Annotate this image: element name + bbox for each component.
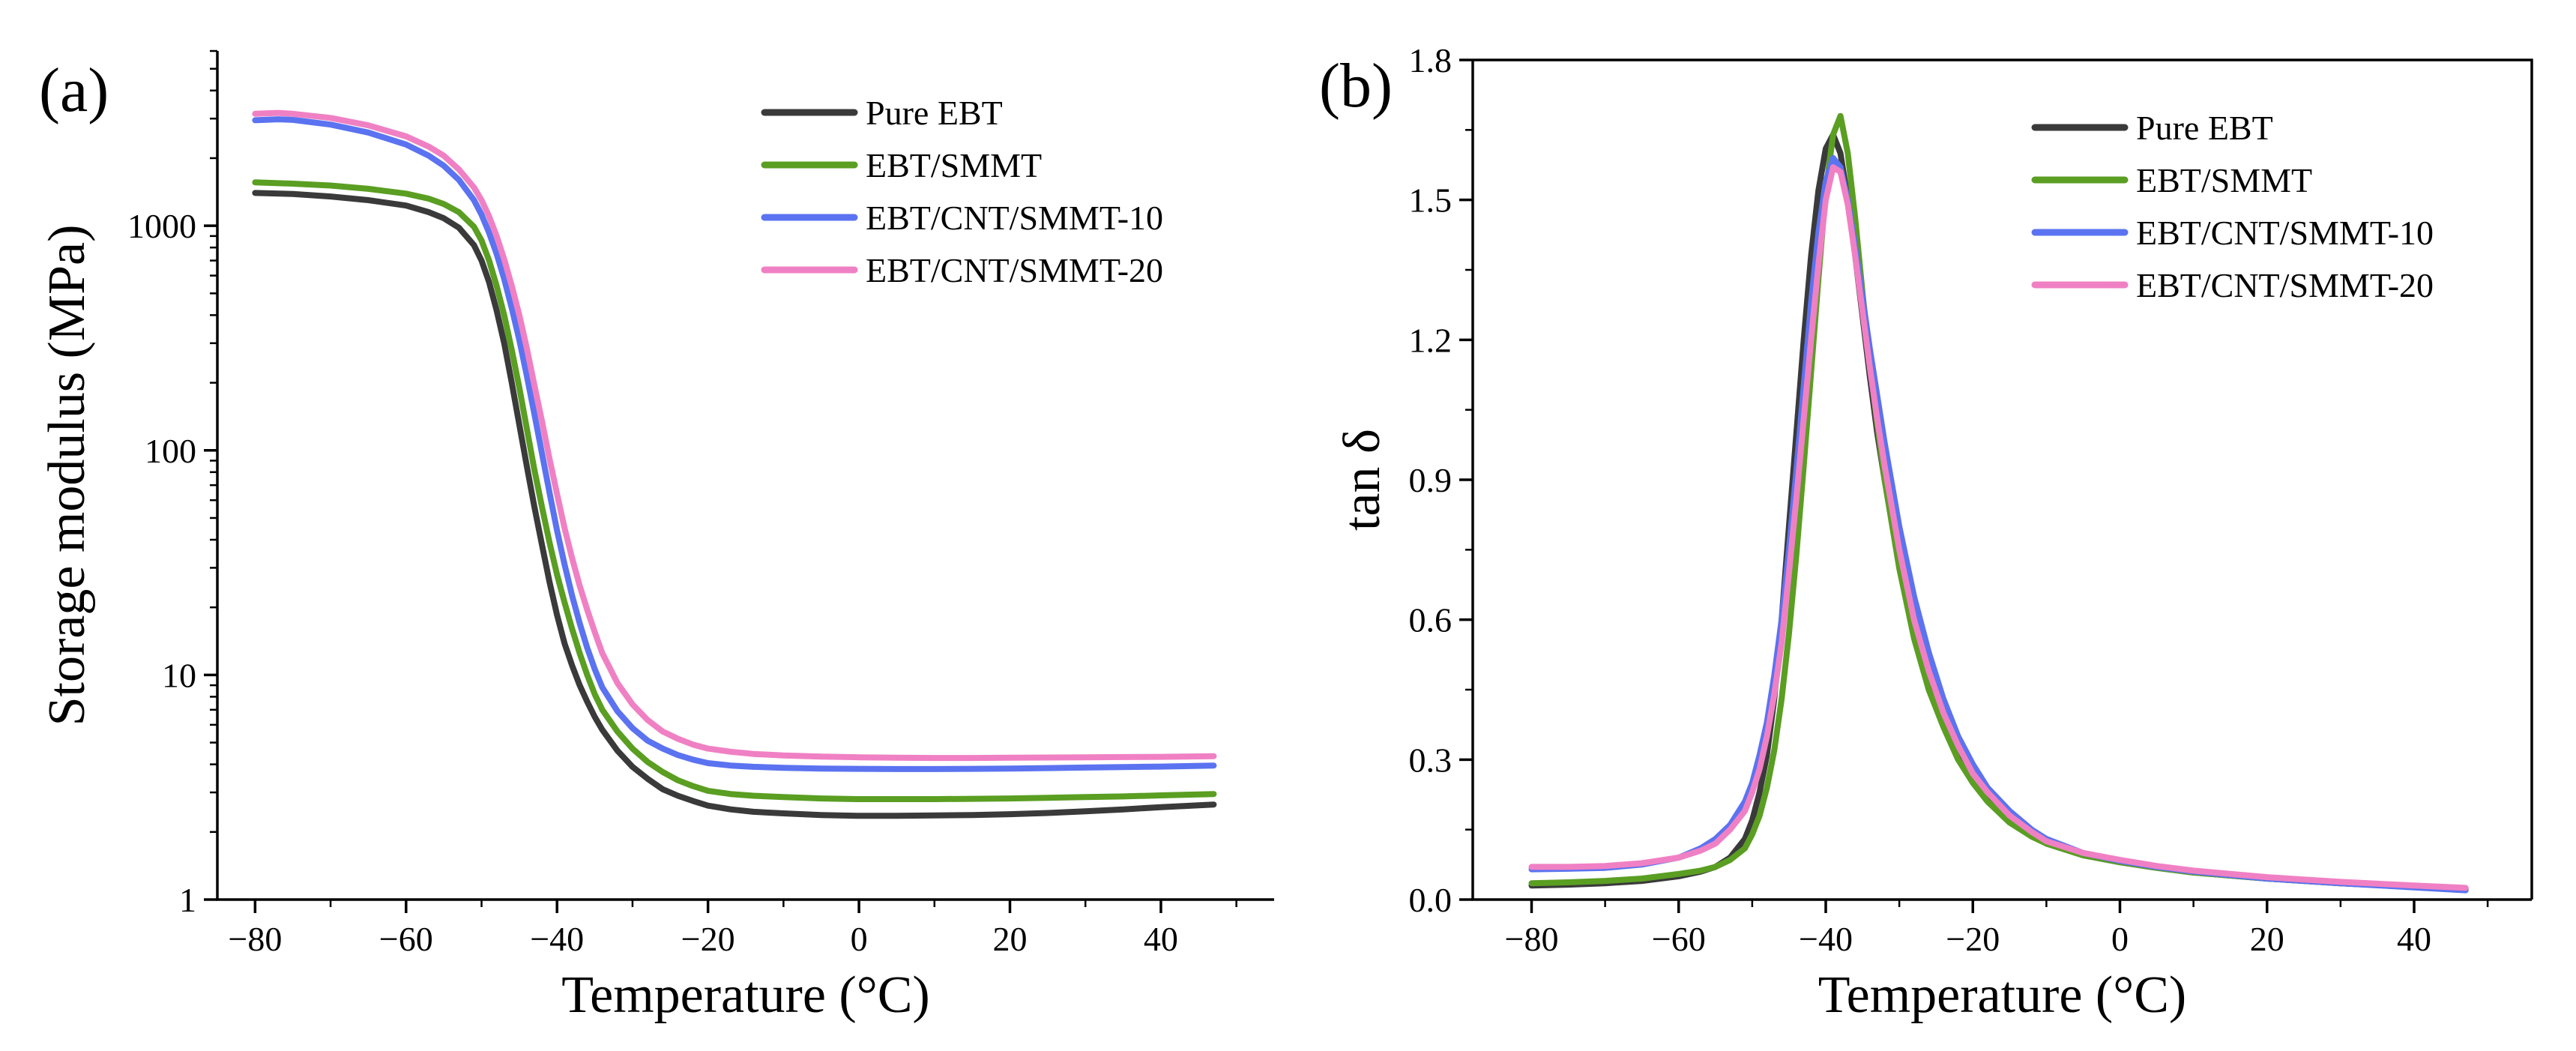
x-tick-label: 20	[993, 920, 1028, 958]
y-tick-label: 0.9	[1409, 461, 1453, 499]
series-line-2	[252, 179, 1217, 802]
panel-b-tan-delta-chart: (b) −80 −60 −40 −20 0 20 40 0.0 0.3 0.6 0.9 1.2 1.5 1…	[1319, 41, 2533, 1024]
y-tick-label: 1.8	[1409, 41, 1453, 79]
x-tick-label: −60	[379, 920, 433, 958]
plot-area-b: −80 −60 −40 −20 0 20 40 0.0 0.3 0.6 0.9 1.2 1.5 1.8 Te…	[1333, 41, 2533, 1024]
y-tick-label: 1.2	[1409, 321, 1453, 359]
plot-area-a: −80 −60 −40 −20 0 20 40 1 10 100 1000 Temperature (…	[38, 49, 1274, 1024]
legend-label: EBT/CNT/SMMT-20	[2136, 266, 2434, 304]
x-tick-label: −40	[530, 920, 584, 958]
legend-label: EBT/CNT/SMMT-10	[2136, 214, 2434, 252]
x-tick-label: −20	[681, 920, 735, 958]
y-tick-label: 0.3	[1409, 741, 1453, 779]
series-line-4	[1528, 164, 2469, 891]
x-tick-label: 0	[2111, 920, 2129, 958]
legend-label: Pure EBT	[866, 94, 1003, 132]
x-axis-label: Temperature (°C)	[561, 966, 929, 1024]
legend-label: EBT/CNT/SMMT-10	[866, 199, 1163, 237]
series-line-1	[252, 190, 1217, 819]
legend-label: EBT/SMMT	[2136, 161, 2312, 199]
y-tick-label: 100	[145, 432, 196, 470]
x-tick-label: −20	[1946, 920, 2000, 958]
panel-label-b: (b)	[1319, 51, 1393, 121]
x-tick-label: 40	[2397, 920, 2431, 958]
legend-label: EBT/SMMT	[866, 146, 1042, 184]
legend-label: EBT/CNT/SMMT-20	[866, 251, 1163, 289]
y-axis-label: Storage modulus (MPa)	[38, 225, 96, 726]
axis-frame-top-right	[1473, 58, 2533, 900]
x-tick-label: 0	[851, 920, 868, 958]
y-tick-label: 10	[162, 656, 196, 694]
x-tick-label: −40	[1799, 920, 1853, 958]
axis-frame	[1471, 60, 2532, 901]
panel-label-a: (a)	[39, 55, 109, 125]
y-tick-label: 1000	[127, 207, 196, 245]
x-tick-label: −80	[1505, 920, 1559, 958]
y-tick-label: 0.6	[1409, 601, 1453, 639]
axis-frame	[216, 51, 1274, 901]
x-axis-label: Temperature (°C)	[1818, 966, 2186, 1024]
x-tick-label: 20	[2250, 920, 2284, 958]
x-tick-label: −60	[1652, 920, 1706, 958]
y-tick-label: 0.0	[1409, 881, 1453, 919]
series-line-4	[252, 109, 1217, 762]
series-line-3	[252, 116, 1217, 772]
y-tick-label: 1	[179, 881, 196, 919]
x-tick-label: 40	[1144, 920, 1178, 958]
y-axis-label: tan δ	[1333, 429, 1391, 531]
panel-a-storage-modulus-chart: (a) −80 −60 −40 −20 0 20 40 1 10 100 1000 Temperatu…	[38, 49, 1274, 1024]
legend-label: Pure EBT	[2136, 109, 2273, 147]
x-tick-label: −80	[228, 920, 282, 958]
y-tick-label: 1.5	[1409, 181, 1453, 220]
